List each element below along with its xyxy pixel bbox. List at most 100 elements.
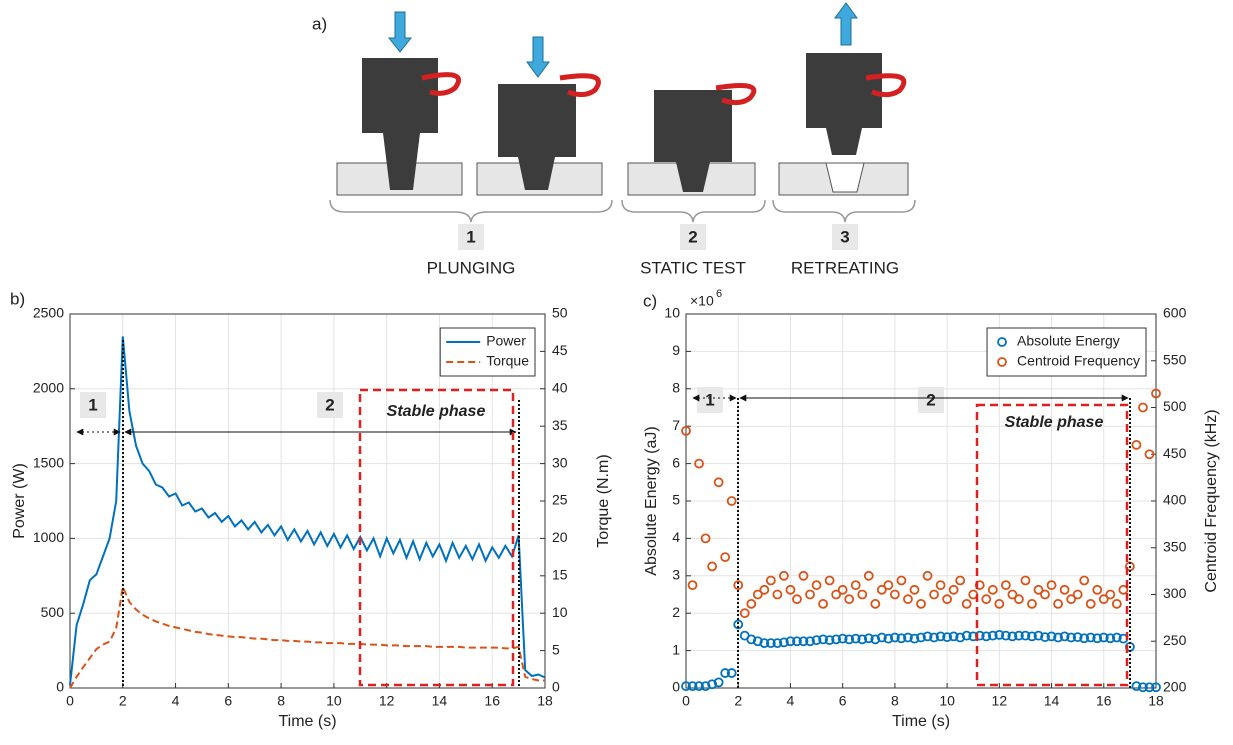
legend-label: Torque [486,353,529,369]
x-tick-label: 16 [1096,693,1112,709]
point [1027,631,1037,642]
point [700,533,711,544]
point [1046,580,1057,591]
phase-label: 1 [88,395,97,414]
y2-tick-label: 5 [552,641,560,657]
y2-tick-label: 40 [552,380,568,396]
point [942,594,953,605]
point [961,630,972,641]
point [916,598,926,609]
x-tick-label: 8 [277,693,285,709]
point [955,632,966,643]
point [1007,589,1018,600]
point [1138,682,1148,693]
phase-box [80,392,106,418]
y2-tick-label: 50 [552,305,568,321]
point [850,580,861,591]
point [857,634,868,645]
point [1072,589,1083,600]
y-tick-label: 1000 [33,529,64,545]
tool [498,84,576,157]
y2-tick-label: 15 [552,567,568,583]
point [1092,584,1103,595]
point [955,575,966,586]
point [857,589,868,600]
plot-frame [685,313,1157,689]
phase-box [317,392,343,418]
plot-frame [69,313,546,689]
y2-tick-label: 200 [1163,679,1187,695]
point [1059,631,1070,642]
point [1105,633,1116,644]
point [935,580,946,591]
legend: Power Torque [439,327,536,377]
point [844,634,855,645]
y2-tick-label: 250 [1163,632,1187,648]
y-tick-label: 2 [672,604,680,620]
point [1111,598,1122,609]
point [916,632,926,643]
point [876,632,887,643]
step-label: PLUNGING [427,258,516,277]
point [1131,681,1142,692]
y-tick-label: 8 [672,380,680,396]
point [1000,580,1011,591]
step-number: 1 [466,227,475,246]
stable-label: Stable phase [1005,414,1104,431]
point [1020,630,1031,641]
point [818,634,828,645]
y2-tick-label: 500 [1163,398,1187,414]
point [772,638,783,649]
legend-label: Absolute Energy [1017,333,1120,349]
y2-tick-label: 300 [1163,585,1187,601]
point [779,637,789,648]
annotations-c: 1 2 Stable phase ×10 6 [690,288,1131,688]
point [942,632,953,643]
point [1144,449,1155,460]
tool-pin [826,128,862,155]
y-tick-label: 2000 [33,380,64,396]
point [798,636,809,647]
point [1033,584,1044,595]
point [1072,632,1083,643]
point [726,496,737,506]
axis-exponent-power: 6 [716,288,722,300]
down-arrow [387,11,413,53]
point [707,679,718,690]
point [896,575,907,586]
phase-label: 2 [926,390,935,409]
point [1138,402,1148,413]
x-tick-label: 4 [172,693,180,709]
point [700,681,711,692]
y-axis-label: Absolute Energy (aJ) [643,426,660,575]
hole [825,162,865,193]
y-tick-label: 500 [41,604,65,620]
step-box [680,224,706,250]
point [752,589,763,600]
x-axis-label: Time (s) [278,713,336,730]
point [694,458,704,469]
point [811,580,822,591]
phase-label: 2 [325,395,334,414]
y-tick-label: 2500 [33,305,64,321]
point [863,570,874,581]
point [1053,598,1063,609]
point [1040,589,1050,600]
point [805,589,815,600]
x-tick-label: 6 [224,693,232,709]
point [798,570,809,581]
x-tick-label: 4 [787,693,795,709]
x-tick-label: 14 [432,693,448,709]
point [1014,630,1024,641]
point [1059,584,1070,595]
point [759,638,770,649]
point [785,584,796,595]
point [811,635,822,646]
point [831,589,842,600]
y2-tick-label: 550 [1163,351,1187,367]
point [792,636,802,647]
x-tick-label: 0 [682,693,690,709]
point [1066,632,1077,643]
point [850,633,861,644]
point [863,633,874,644]
